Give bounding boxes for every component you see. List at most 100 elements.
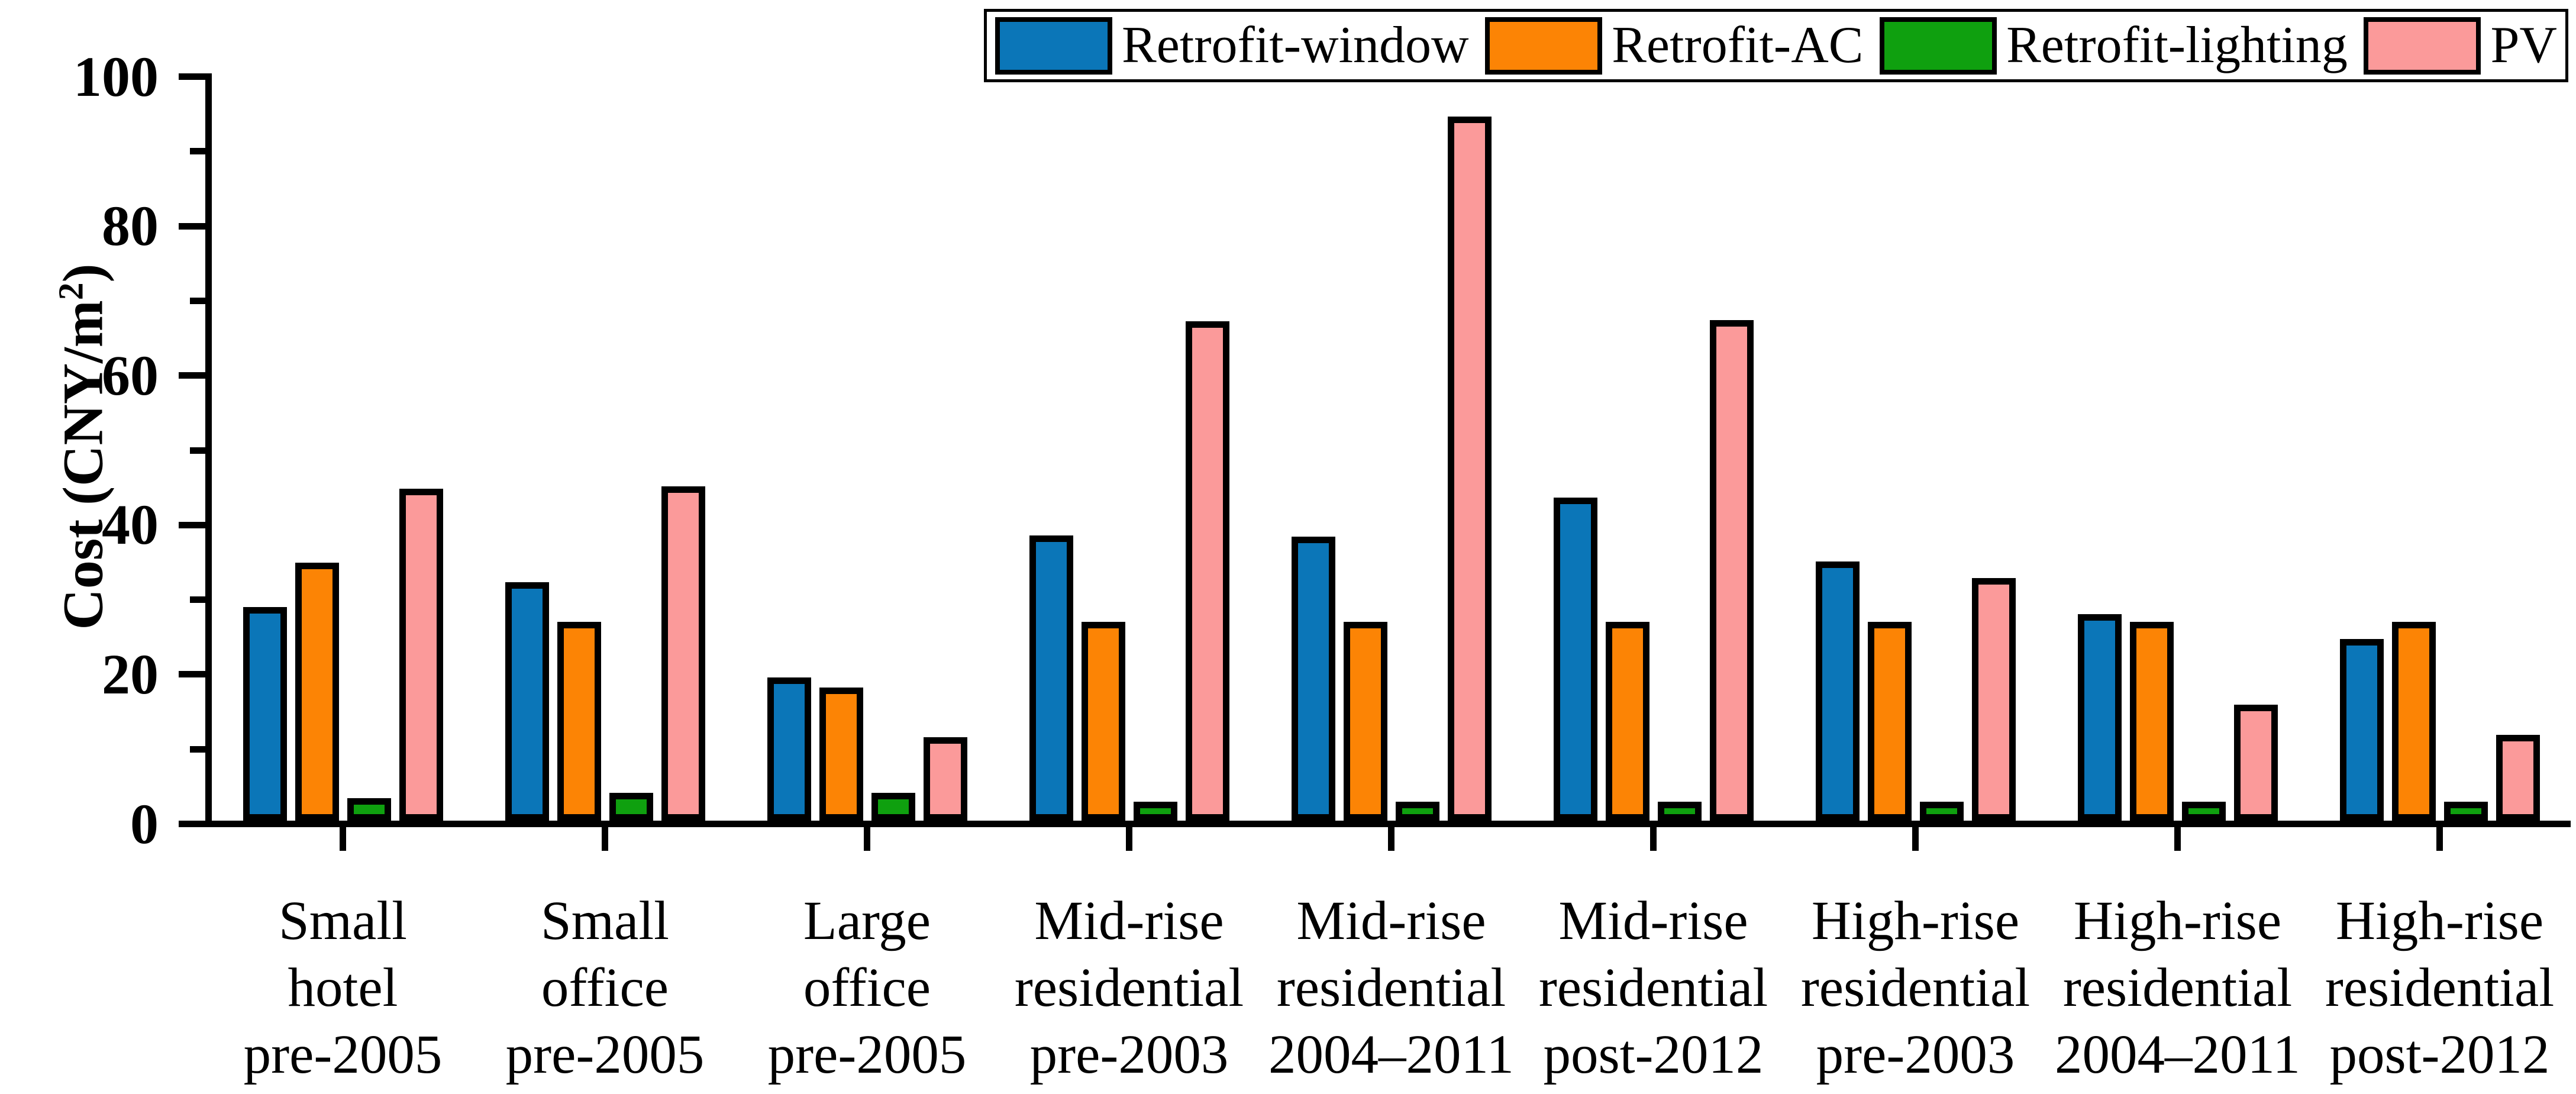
x-category-label-line: office xyxy=(803,957,931,1018)
x-category-label-line: 2004–2011 xyxy=(1268,1024,1515,1085)
x-tick-5 xyxy=(1388,827,1394,851)
x-category-label-line: residential xyxy=(2062,957,2293,1018)
bar-group-mid-rise-residential-2004-2011 xyxy=(1260,73,1522,821)
legend-swatch-pv xyxy=(2364,17,2481,75)
x-category-label-mid-rise-residential-pre-2003: Mid-rise residential pre-2003 xyxy=(998,888,1260,1088)
x-tick-2 xyxy=(602,827,608,851)
bar-retrofit-ac-7 xyxy=(1867,622,1912,821)
x-category-label-line: pre-2005 xyxy=(505,1024,705,1085)
bar-retrofit-ac-1 xyxy=(295,563,339,821)
x-tick-4 xyxy=(1126,827,1132,851)
x-category-label-line: Mid-rise xyxy=(1296,890,1486,951)
bar-retrofit-window-2 xyxy=(505,582,549,821)
bar-pv-1 xyxy=(399,489,443,821)
y-major-tick-20 xyxy=(179,671,205,678)
x-axis-category-labels: Small hotel pre-2005 Small office pre-2005 Lar… xyxy=(212,888,2571,1088)
bar-retrofit-ac-8 xyxy=(2129,622,2174,821)
y-minor-tick-50 xyxy=(190,447,205,454)
x-category-label-line: pre-2003 xyxy=(1816,1024,2015,1085)
bar-retrofit-lighting-1 xyxy=(347,798,391,821)
x-category-label-small-hotel-pre-2005: Small hotel pre-2005 xyxy=(212,888,474,1088)
x-category-label-line: High-rise xyxy=(2073,890,2282,951)
bar-retrofit-lighting-7 xyxy=(1919,802,1964,821)
bar-retrofit-lighting-2 xyxy=(609,793,653,821)
y-tick-label-0: 0 xyxy=(130,792,159,856)
x-category-label-line: residential xyxy=(2325,957,2555,1018)
x-category-label-line: residential xyxy=(1800,957,2031,1018)
x-category-label-line: residential xyxy=(1538,957,1768,1018)
bar-retrofit-ac-5 xyxy=(1343,622,1387,821)
y-major-tick-100 xyxy=(179,73,205,80)
bar-group-mid-rise-residential-pre-2003 xyxy=(998,73,1260,821)
bar-retrofit-window-8 xyxy=(2077,614,2122,821)
x-category-label-large-office-pre-2005: Large office pre-2005 xyxy=(736,888,998,1088)
x-category-label-high-rise-residential-2004-2011: High-rise residential 2004–2011 xyxy=(2046,888,2309,1088)
bar-retrofit-ac-4 xyxy=(1081,622,1125,821)
plot-area xyxy=(205,73,2571,827)
y-axis-title-superscript: 2 xyxy=(51,282,91,301)
legend-label-retrofit-window: Retrofit-window xyxy=(1122,17,1469,74)
bar-group-mid-rise-residential-post-2012 xyxy=(1522,73,1784,821)
bar-group-high-rise-residential-post-2012 xyxy=(2309,73,2571,821)
y-minor-tick-10 xyxy=(190,746,205,753)
legend: Retrofit-window Retrofit-AC Retrofit-light… xyxy=(984,9,2568,82)
y-major-tick-60 xyxy=(179,372,205,379)
x-category-label-line: residential xyxy=(1014,957,1244,1018)
y-minor-tick-30 xyxy=(190,596,205,604)
y-axis-title-suffix: ) xyxy=(51,263,115,283)
x-category-label-line: post-2012 xyxy=(2329,1024,2550,1085)
x-category-label-line: pre-2005 xyxy=(767,1024,967,1085)
bar-retrofit-ac-3 xyxy=(819,688,863,821)
legend-item-retrofit-lighting: Retrofit-lighting xyxy=(1880,17,2348,75)
legend-item-retrofit-window: Retrofit-window xyxy=(995,17,1469,75)
bar-group-small-hotel-pre-2005 xyxy=(212,73,474,821)
bar-group-large-office-pre-2005 xyxy=(736,73,998,821)
bar-retrofit-window-1 xyxy=(243,607,287,821)
x-category-label-line: pre-2003 xyxy=(1029,1024,1229,1085)
y-major-tick-80 xyxy=(179,222,205,230)
bar-retrofit-lighting-6 xyxy=(1657,802,1702,821)
y-tick-label-40: 40 xyxy=(102,493,159,557)
y-minor-tick-70 xyxy=(190,297,205,304)
x-category-label-line: residential xyxy=(1276,957,1506,1018)
bar-retrofit-ac-6 xyxy=(1605,622,1649,821)
bar-retrofit-window-9 xyxy=(2339,639,2384,821)
bar-retrofit-lighting-5 xyxy=(1395,802,1439,821)
bar-retrofit-window-5 xyxy=(1291,537,1335,821)
bar-retrofit-window-7 xyxy=(1815,561,1860,821)
x-tick-6 xyxy=(1650,827,1657,851)
x-category-label-line: Large xyxy=(803,890,931,951)
x-category-label-line: pre-2005 xyxy=(243,1024,443,1085)
bar-group-high-rise-residential-2004-2011 xyxy=(2046,73,2309,821)
bar-pv-5 xyxy=(1447,117,1492,821)
bar-retrofit-window-4 xyxy=(1029,535,1073,821)
bar-retrofit-window-6 xyxy=(1553,498,1597,821)
x-tick-8 xyxy=(2174,827,2181,851)
legend-label-retrofit-ac: Retrofit-AC xyxy=(1612,17,1864,74)
y-major-tick-0 xyxy=(179,821,205,827)
legend-swatch-retrofit-ac xyxy=(1485,17,1603,75)
x-category-label-small-office-pre-2005: Small office pre-2005 xyxy=(474,888,736,1088)
bar-retrofit-lighting-3 xyxy=(871,793,915,821)
x-category-label-line: office xyxy=(541,957,669,1018)
bar-pv-7 xyxy=(1971,578,2016,821)
y-major-tick-40 xyxy=(179,521,205,528)
x-category-label-mid-rise-residential-post-2012: Mid-rise residential post-2012 xyxy=(1522,888,1784,1088)
bar-retrofit-lighting-8 xyxy=(2181,802,2226,821)
y-tick-label-100: 100 xyxy=(73,44,159,108)
bar-group-high-rise-residential-pre-2003 xyxy=(1784,73,2046,821)
x-category-label-line: Mid-rise xyxy=(1034,890,1224,951)
bar-pv-2 xyxy=(661,486,705,821)
legend-label-pv: PV xyxy=(2490,17,2557,74)
x-tick-9 xyxy=(2436,827,2443,851)
y-tick-label-80: 80 xyxy=(102,194,159,258)
y-tick-label-60: 60 xyxy=(102,343,159,407)
y-axis-title: Cost (CNY/m2) xyxy=(50,264,116,630)
legend-item-pv: PV xyxy=(2364,17,2557,75)
x-category-label-line: post-2012 xyxy=(1543,1024,1764,1085)
y-minor-tick-90 xyxy=(190,148,205,155)
x-category-label-line: 2004–2011 xyxy=(2054,1024,2301,1085)
x-category-label-mid-rise-residential-2004-2011: Mid-rise residential 2004–2011 xyxy=(1260,888,1522,1088)
y-tick-label-20: 20 xyxy=(102,642,159,706)
